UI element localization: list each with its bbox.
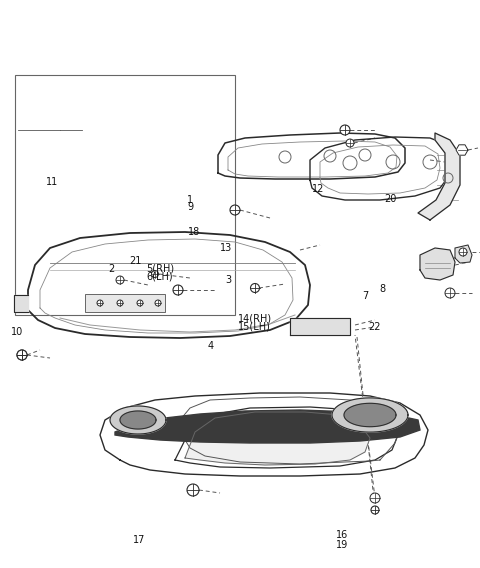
- Polygon shape: [455, 245, 472, 263]
- Polygon shape: [418, 133, 460, 220]
- Polygon shape: [456, 145, 468, 155]
- Circle shape: [17, 350, 27, 360]
- Polygon shape: [344, 403, 396, 427]
- Circle shape: [371, 506, 379, 514]
- Text: 20: 20: [384, 194, 396, 204]
- Polygon shape: [175, 407, 398, 468]
- Text: 17: 17: [133, 534, 146, 545]
- Text: 1: 1: [187, 195, 193, 205]
- Text: 21: 21: [130, 256, 142, 266]
- Polygon shape: [28, 232, 310, 338]
- Circle shape: [173, 285, 183, 295]
- Polygon shape: [310, 137, 452, 200]
- Polygon shape: [185, 412, 370, 465]
- Text: 7: 7: [362, 291, 369, 302]
- Circle shape: [340, 125, 350, 135]
- Bar: [15, 75, 235, 315]
- Polygon shape: [100, 393, 428, 476]
- Circle shape: [17, 350, 27, 360]
- Text: 18: 18: [188, 227, 201, 237]
- Circle shape: [117, 300, 123, 306]
- Polygon shape: [110, 406, 166, 434]
- Text: 6(LH): 6(LH): [146, 272, 173, 282]
- Text: 3: 3: [226, 275, 232, 285]
- Polygon shape: [420, 248, 455, 280]
- Circle shape: [137, 300, 143, 306]
- Circle shape: [230, 205, 240, 215]
- Polygon shape: [332, 398, 408, 432]
- Text: 12: 12: [312, 183, 324, 194]
- Text: 10: 10: [11, 327, 23, 337]
- Text: 14(RH): 14(RH): [238, 313, 272, 323]
- Polygon shape: [218, 133, 405, 179]
- Text: 16: 16: [336, 530, 348, 540]
- Circle shape: [155, 300, 161, 306]
- Circle shape: [346, 139, 354, 147]
- Circle shape: [152, 270, 158, 278]
- Circle shape: [97, 300, 103, 306]
- Circle shape: [370, 493, 380, 503]
- Text: 19: 19: [336, 540, 348, 550]
- Text: 2: 2: [108, 264, 114, 274]
- Circle shape: [116, 276, 124, 284]
- Text: 9: 9: [187, 202, 193, 212]
- Polygon shape: [290, 318, 350, 335]
- Polygon shape: [120, 411, 156, 429]
- Text: 8: 8: [379, 283, 385, 294]
- Circle shape: [459, 248, 467, 256]
- Circle shape: [251, 283, 260, 293]
- Circle shape: [445, 288, 455, 298]
- Text: 4: 4: [207, 341, 214, 352]
- Polygon shape: [14, 295, 28, 312]
- Circle shape: [187, 484, 199, 496]
- Text: 11: 11: [46, 177, 58, 187]
- Bar: [85, 294, 165, 312]
- Text: 22: 22: [369, 321, 381, 332]
- Polygon shape: [115, 410, 420, 443]
- Text: 15(LH): 15(LH): [238, 321, 270, 331]
- Text: 5(RH): 5(RH): [146, 264, 175, 274]
- Text: 13: 13: [220, 243, 232, 253]
